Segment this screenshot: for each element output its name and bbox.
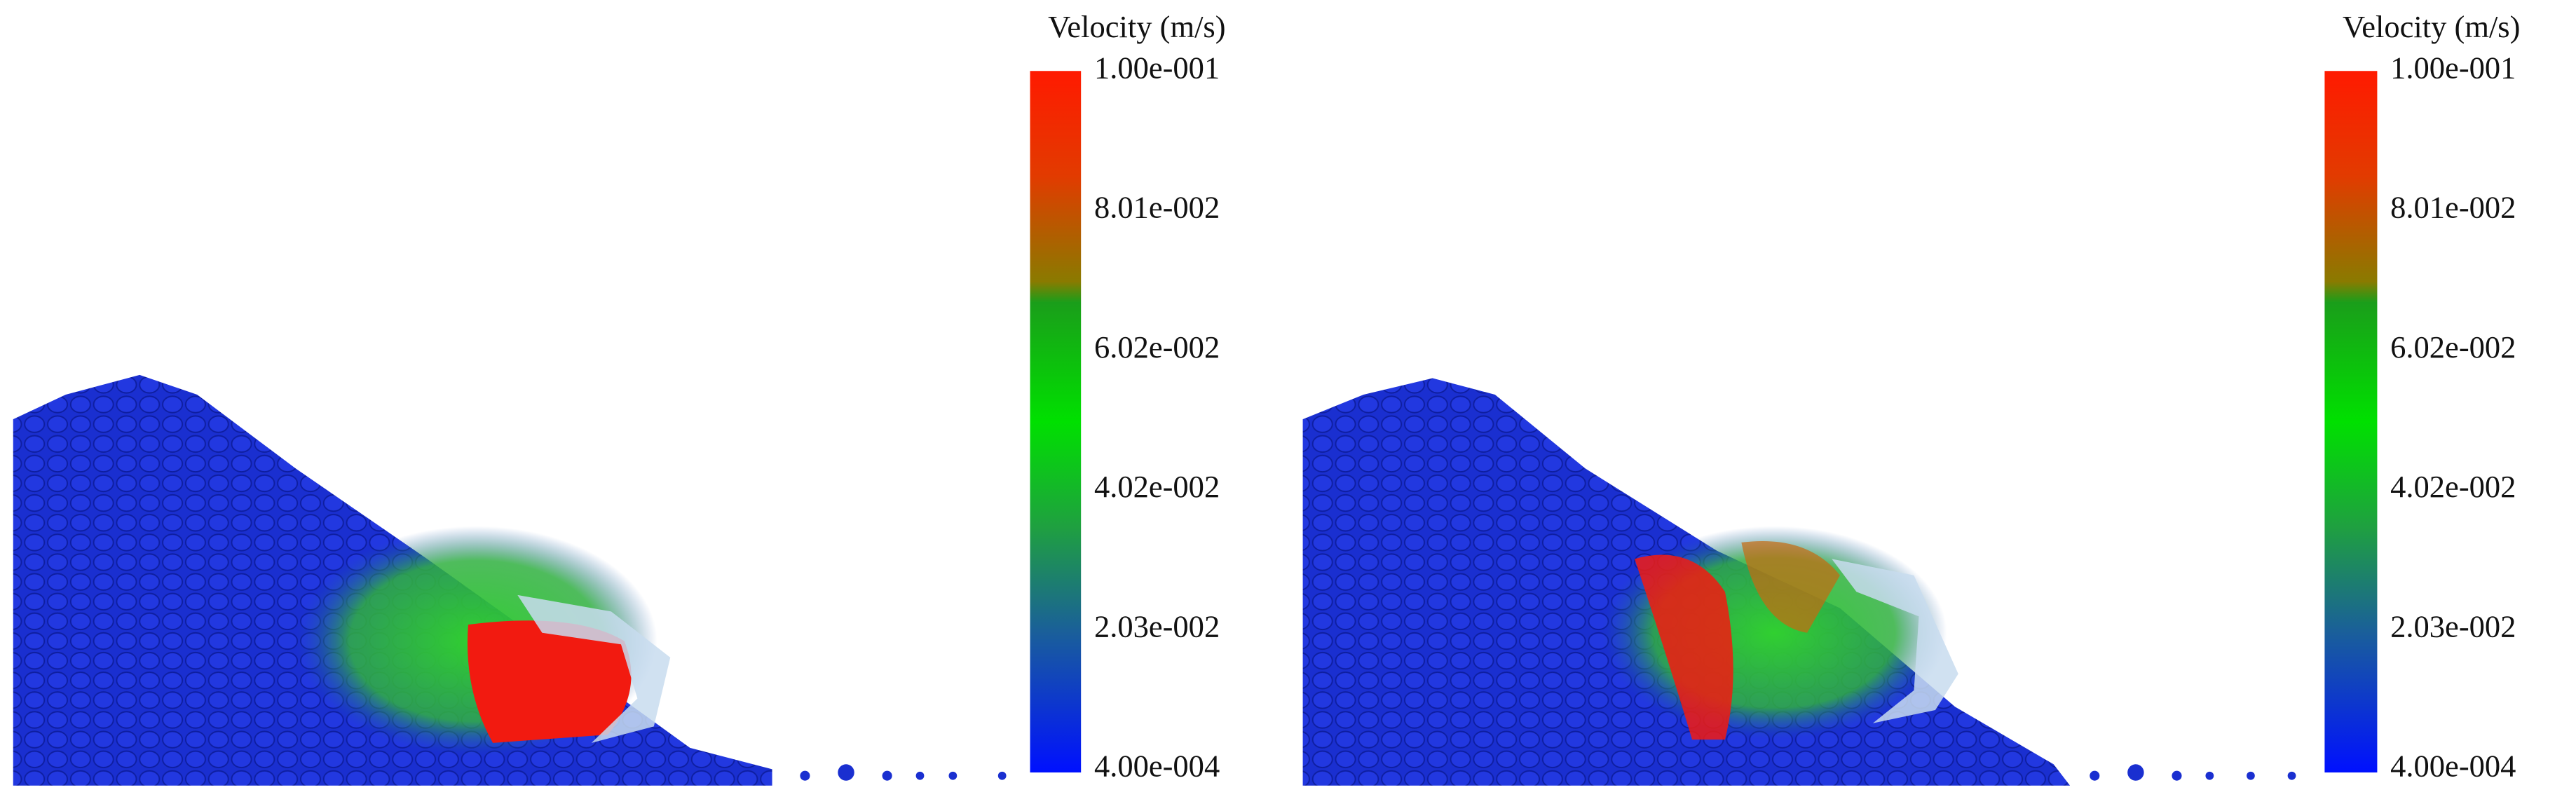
red-zone: [1635, 554, 1733, 740]
colorbar-tick-label: 1.00e-001: [1094, 50, 1220, 85]
bucket: [1832, 559, 1958, 723]
colorbar-tick-label: 4.02e-002: [2390, 469, 2516, 504]
colorbar: [2324, 71, 2378, 773]
colorbar-tick-label: 2.03e-002: [2390, 608, 2516, 643]
colorbar-tick-label: 2.03e-002: [1094, 608, 1220, 643]
colorbar-tick-label: 4.00e-004: [2390, 749, 2516, 784]
colorbar-tick-label: 1.00e-001: [2390, 50, 2516, 85]
colorbar-tick-label: 4.00e-004: [1094, 749, 1220, 784]
bucket: [517, 594, 671, 743]
colorbar: [1030, 71, 1082, 773]
colorbar-tick-label: 8.01e-002: [2390, 190, 2516, 225]
panel: Velocity (m/s) 1.00e-001 8.01e-002 6.02e-0…: [13, 9, 1226, 786]
colorbar-tick-label: 8.01e-002: [1094, 190, 1220, 225]
red-zone: [467, 620, 632, 743]
fine-particles: [2090, 764, 2296, 781]
fine-particles: [800, 764, 1007, 781]
colorbar-tick-label: 6.02e-002: [1094, 329, 1220, 364]
colorbar-tick-label: 4.02e-002: [1094, 469, 1220, 504]
orange-zone: [1741, 540, 1840, 633]
colorbar-tick-label: 6.02e-002: [2390, 329, 2516, 364]
panel: Velocity (m/s) 1.00e-001 8.01e-002 6.02e-0…: [1302, 9, 2520, 786]
colorbar-title: Velocity (m/s): [1048, 9, 1225, 44]
colorbar-title: Velocity (m/s): [2343, 9, 2520, 44]
